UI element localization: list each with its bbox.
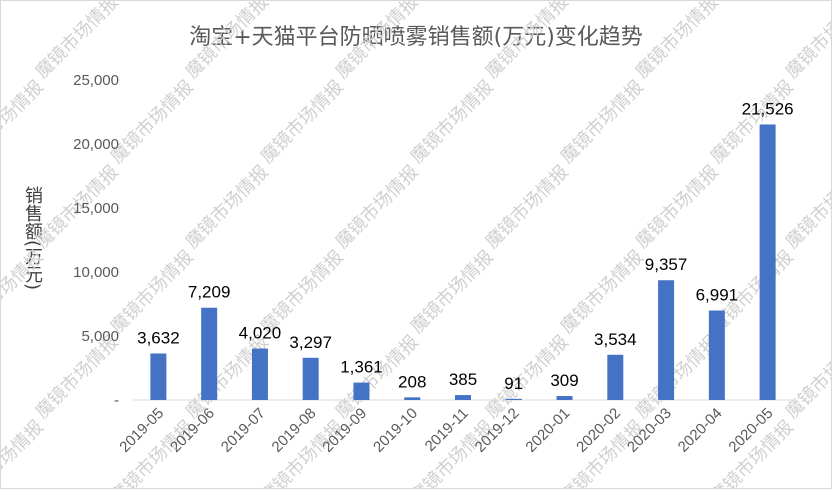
bar <box>201 307 218 400</box>
watermark-text: 魔镜市场情报 <box>557 77 648 168</box>
data-label: 3,534 <box>594 330 637 349</box>
x-tick-label: 2020-04 <box>675 405 726 456</box>
data-label: 4,020 <box>239 324 282 343</box>
bar <box>708 310 725 400</box>
data-label: 9,357 <box>645 255 688 274</box>
watermark-text: 魔镜市场情报 <box>32 1 123 83</box>
data-label: 3,632 <box>137 329 180 348</box>
bar <box>150 353 167 400</box>
data-label: 91 <box>504 374 523 393</box>
data-label: 309 <box>550 371 578 390</box>
bar <box>556 396 573 400</box>
bar <box>455 395 471 400</box>
bar <box>302 357 319 400</box>
x-tick-label: 2019-10 <box>370 405 421 456</box>
watermark-text: 魔镜市场情报 <box>407 77 498 168</box>
watermark-text: 魔镜市场情报 <box>332 162 423 253</box>
bar <box>505 398 522 400</box>
y-tick-label: - <box>114 392 119 409</box>
y-axis-label: 销售额(万元) <box>22 186 43 291</box>
watermark-text: 魔镜市场情报 <box>107 77 198 168</box>
watermark-text: 魔镜市场情报 <box>107 247 198 338</box>
watermark-text: 魔镜市场情报 <box>257 77 348 168</box>
y-tick-label: 15,000 <box>73 200 119 217</box>
watermark-text: 魔镜市场情报 <box>482 1 573 83</box>
y-tick-label: 10,000 <box>73 264 119 281</box>
data-label: 385 <box>449 370 477 389</box>
y-tick-label: 20,000 <box>73 136 119 153</box>
bar <box>759 124 776 401</box>
watermark-text: 魔镜市场情报 <box>557 247 648 338</box>
watermark-text: 魔镜市场情报 <box>782 1 831 83</box>
bar <box>404 397 421 400</box>
data-label: 208 <box>398 372 426 391</box>
watermark-text: 魔镜市场情报 <box>707 77 798 168</box>
watermark-text: 魔镜市场情报 <box>1 417 48 488</box>
data-label: 3,297 <box>289 333 332 352</box>
watermark-text: 魔镜市场情报 <box>482 162 573 253</box>
watermark-text: 魔镜市场情报 <box>32 332 123 423</box>
x-tick-label: 2019-07 <box>218 405 269 456</box>
data-label: 7,209 <box>188 283 231 302</box>
bar <box>353 382 370 400</box>
watermark-text: 魔镜市场情报 <box>182 162 273 253</box>
watermark-text: 魔镜市场情报 <box>782 162 831 253</box>
watermark-text: 魔镜市场情报 <box>1 247 48 338</box>
watermark-text: 魔镜市场情报 <box>632 162 723 253</box>
data-label: 1,361 <box>340 358 383 377</box>
y-tick-label: 25,000 <box>73 72 119 89</box>
bar <box>251 348 268 400</box>
bar <box>607 354 624 400</box>
x-tick-label: 2020-01 <box>522 405 573 456</box>
watermark-text: 魔镜市场情报 <box>182 1 273 83</box>
data-label: 21,526 <box>742 99 794 118</box>
data-label: 6,991 <box>696 286 739 305</box>
watermark-text: 魔镜市场情报 <box>632 1 723 83</box>
watermark-text: 魔镜市场情报 <box>1 77 48 168</box>
chart-title: 淘宝+天猫平台防晒喷雾销售额(万元)变化趋势 <box>189 25 643 50</box>
watermark-text: 魔镜市场情报 <box>332 1 423 83</box>
watermark-text: 魔镜市场情报 <box>782 332 831 423</box>
y-tick-label: 5,000 <box>81 328 119 345</box>
bar <box>658 280 675 400</box>
watermark-text: 魔镜市场情报 <box>407 247 498 338</box>
